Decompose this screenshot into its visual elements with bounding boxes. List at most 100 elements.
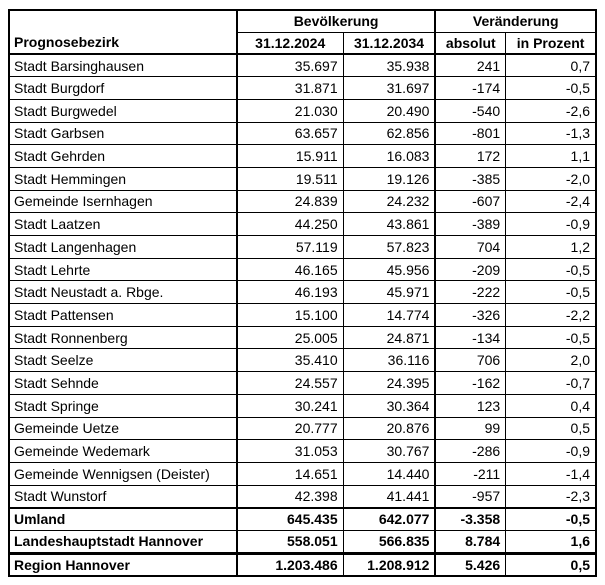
district-cell: Stadt Ronnenberg — [9, 325, 238, 349]
change-percent-cell: -0,5 — [505, 325, 596, 349]
population-forecast-table: Prognosebezirk Bevölkerung Veränderung 3… — [8, 9, 597, 577]
district-cell: Stadt Wunstorf — [9, 484, 238, 508]
change-absolute-cell: -326 — [435, 303, 507, 327]
pop-2034-cell: 62.856 — [343, 121, 437, 145]
district-cell: Stadt Pattensen — [9, 303, 238, 327]
change-absolute-cell: -222 — [435, 280, 507, 304]
change-absolute-cell: -211 — [435, 461, 507, 486]
summary-row-umland: Umland 645.435 642.077 -3.358 -0,5 — [9, 506, 596, 531]
table-row: Stadt Lehrte 46.165 45.956 -209 -0,5 — [9, 257, 596, 281]
change-absolute-cell: -209 — [435, 257, 507, 281]
district-cell: Gemeinde Isernhagen — [9, 189, 238, 213]
pop-2034-cell: 57.823 — [343, 235, 437, 259]
change-absolute-cell: -134 — [435, 325, 507, 349]
change-absolute-cell: -801 — [435, 121, 507, 145]
sub-header-row: 31.12.2024 31.12.2034 absolut in Prozent — [9, 32, 596, 54]
pop-2024-cell: 20.777 — [236, 416, 344, 440]
change-percent-cell: -2,0 — [505, 166, 596, 191]
pop-2034-cell: 24.871 — [343, 325, 437, 349]
change-percent-cell: -2,4 — [505, 189, 596, 213]
pop-2034-cell: 43.861 — [343, 212, 437, 236]
change-percent-cell: 1,6 — [505, 529, 596, 554]
pop-2024-cell: 558.051 — [236, 529, 344, 554]
table-row: Stadt Gehrden 15.911 16.083 172 1,1 — [9, 144, 596, 168]
table-row: Gemeinde Uetze 20.777 20.876 99 0,5 — [9, 416, 596, 440]
district-cell: Stadt Barsinghausen — [9, 53, 238, 77]
change-percent-cell: 2,0 — [505, 348, 596, 372]
pop-2034-cell: 14.774 — [343, 303, 437, 327]
pop-2034-cell: 642.077 — [343, 506, 437, 531]
pop-2034-cell: 14.440 — [343, 461, 437, 486]
change-percent-cell: -2,6 — [505, 98, 596, 123]
pop-2024-cell: 24.839 — [236, 189, 344, 213]
pop-2024-cell: 31.053 — [236, 439, 344, 463]
change-absolute-cell: 5.426 — [435, 551, 507, 576]
change-percent-cell: 1,2 — [505, 235, 596, 259]
pop-2034-cell: 566.835 — [343, 529, 437, 554]
table-row: Gemeinde Wedemark 31.053 30.767 -286 -0,9 — [9, 439, 596, 463]
change-absolute-cell: -162 — [435, 371, 507, 395]
pop-2024-cell: 30.241 — [236, 393, 344, 417]
change-percent-cell: -0,5 — [505, 76, 596, 100]
district-cell: Stadt Springe — [9, 393, 238, 417]
district-cell: Umland — [9, 506, 238, 531]
change-percent-cell: 0,7 — [505, 53, 596, 77]
column-header-in-prozent: in Prozent — [516, 34, 585, 51]
pop-2024-cell: 15.911 — [236, 144, 344, 168]
change-absolute-cell: 123 — [435, 393, 507, 417]
pop-2034-cell: 36.116 — [343, 348, 437, 372]
table-row: Gemeinde Wennigsen (Deister) 14.651 14.440… — [9, 461, 596, 486]
district-cell: Stadt Hemmingen — [9, 166, 238, 191]
change-percent-cell: -1,3 — [505, 121, 596, 145]
table-row: Stadt Hemmingen 19.511 19.126 -385 -2,0 — [9, 166, 596, 191]
pop-2034-cell: 16.083 — [343, 144, 437, 168]
pop-2024-cell: 57.119 — [236, 235, 344, 259]
change-absolute-cell: -540 — [435, 98, 507, 123]
summary-row-region-hannover: Region Hannover 1.203.486 1.208.912 5.426 0,… — [9, 551, 596, 576]
group-header-veraenderung: Veränderung — [435, 10, 596, 33]
table-row: Stadt Seelze 35.410 36.116 706 2,0 — [9, 348, 596, 372]
pop-2034-cell: 45.971 — [343, 280, 437, 304]
pop-2034-cell: 31.697 — [343, 76, 437, 100]
change-percent-cell: -2,3 — [505, 484, 596, 508]
group-header-row: Prognosebezirk Bevölkerung Veränderung — [9, 10, 596, 54]
pop-2024-cell: 14.651 — [236, 461, 344, 486]
column-header-absolut: absolut — [435, 32, 507, 54]
table-row: Stadt Garbsen 63.657 62.856 -801 -1,3 — [9, 121, 596, 145]
group-header-bevoelkerung: Bevölkerung — [236, 10, 437, 33]
district-cell: Stadt Lehrte — [9, 257, 238, 281]
pop-2034-cell: 30.767 — [343, 439, 437, 463]
change-percent-cell: -0,5 — [505, 257, 596, 281]
change-absolute-cell: -174 — [435, 76, 507, 100]
pop-2034-cell: 24.395 — [343, 371, 437, 395]
change-absolute-cell: -3.358 — [435, 506, 507, 531]
pop-2024-cell: 25.005 — [236, 325, 344, 349]
pop-2024-cell: 24.557 — [236, 371, 344, 395]
pop-2034-cell: 20.876 — [343, 416, 437, 440]
change-absolute-cell: -389 — [435, 212, 507, 236]
change-percent-cell: 0,5 — [505, 551, 596, 576]
pop-2034-cell: 30.364 — [343, 393, 437, 417]
change-absolute-cell: 704 — [435, 235, 507, 259]
column-header-prognosebezirk: Prognosebezirk — [9, 10, 238, 54]
change-percent-cell: -0,9 — [505, 212, 596, 236]
pop-2024-cell: 46.165 — [236, 257, 344, 281]
table-row: Stadt Springe 30.241 30.364 123 0,4 — [9, 393, 596, 417]
table-row: Stadt Burgdorf 31.871 31.697 -174 -0,5 — [9, 76, 596, 100]
pop-2024-cell: 42.398 — [236, 484, 344, 508]
pop-2024-cell: 63.657 — [236, 121, 344, 145]
change-absolute-cell: 241 — [435, 53, 507, 77]
pop-2024-cell: 645.435 — [236, 506, 344, 531]
change-absolute-cell: -385 — [435, 166, 507, 191]
table-row: Stadt Laatzen 44.250 43.861 -389 -0,9 — [9, 212, 596, 236]
district-cell: Gemeinde Uetze — [9, 416, 238, 440]
district-cell: Stadt Seelze — [9, 348, 238, 372]
district-cell: Stadt Gehrden — [9, 144, 238, 168]
table-row: Stadt Pattensen 15.100 14.774 -326 -2,2 — [9, 303, 596, 327]
pop-2024-cell: 15.100 — [236, 303, 344, 327]
district-cell: Gemeinde Wennigsen (Deister) — [9, 461, 238, 486]
change-percent-cell: -0,5 — [505, 506, 596, 531]
change-percent-cell: -2,2 — [505, 303, 596, 327]
column-header-2024: 31.12.2024 — [236, 32, 344, 54]
